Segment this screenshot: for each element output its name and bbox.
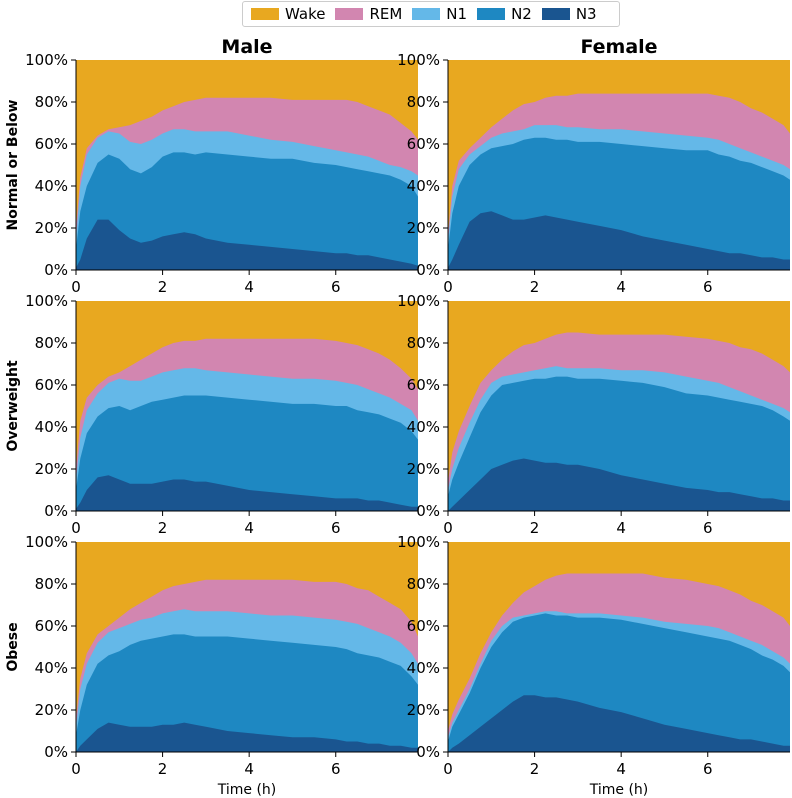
- legend-swatch-n2: [477, 8, 506, 20]
- y-tick-label: 80%: [407, 93, 440, 111]
- legend-item-rem: REM: [335, 5, 402, 23]
- y-tick-label: 80%: [407, 334, 440, 352]
- area-n3: [76, 219, 418, 270]
- y-tick-label: 0%: [44, 261, 68, 279]
- y-tick-label: 0%: [416, 502, 440, 520]
- x-axis-label: Time (h): [217, 782, 277, 798]
- x-tick-label: 6: [703, 519, 713, 537]
- x-tick-label: 2: [158, 519, 168, 537]
- x-tick-label: 0: [443, 278, 453, 296]
- x-tick-label: 4: [244, 760, 254, 778]
- y-tick-label: 20%: [407, 219, 440, 237]
- x-tick-label: 0: [71, 760, 81, 778]
- y-tick-label: 0%: [416, 743, 440, 761]
- panel-normal-or-below-female: 0% 20% 40% 60% 80% 100% 0 2 4 6: [397, 51, 790, 296]
- legend-item-n3: N3: [541, 5, 597, 23]
- area-n3: [76, 475, 418, 511]
- x-tick-label: 6: [331, 760, 341, 778]
- area-n3: [448, 211, 790, 270]
- area-n3: [448, 458, 790, 511]
- y-tick-label: 40%: [407, 418, 440, 436]
- x-tick-label: 2: [530, 519, 540, 537]
- legend-label-n3: N3: [575, 5, 597, 23]
- legend-label-n2: N2: [511, 5, 532, 23]
- x-axis-label: Time (h): [589, 782, 649, 798]
- y-tick-label: 80%: [35, 93, 68, 111]
- legend-label-wake: Wake: [285, 5, 326, 23]
- x-tick-label: 6: [331, 278, 341, 296]
- y-tick-label: 80%: [407, 575, 440, 593]
- y-tick-label: 20%: [407, 460, 440, 478]
- y-tick-label: 0%: [44, 502, 68, 520]
- y-tick-label: 20%: [35, 701, 68, 719]
- x-tick-label: 4: [616, 519, 626, 537]
- y-tick-label: 60%: [35, 135, 68, 153]
- y-tick-label: 40%: [407, 659, 440, 677]
- legend-swatch-n1: [412, 8, 441, 20]
- y-tick-label: 40%: [35, 418, 68, 436]
- x-tick-label: 6: [703, 278, 713, 296]
- y-tick-label: 60%: [407, 617, 440, 635]
- x-tick-label: 2: [158, 760, 168, 778]
- y-tick-label: 60%: [35, 376, 68, 394]
- y-tick-label: 80%: [35, 334, 68, 352]
- x-tick-label: 0: [71, 278, 81, 296]
- row-label-overweight: Overweight: [5, 360, 21, 452]
- y-tick-label: 20%: [407, 701, 440, 719]
- legend-swatch-n3: [541, 8, 570, 20]
- y-tick-label: 100%: [25, 51, 68, 69]
- y-tick-label: 60%: [407, 376, 440, 394]
- x-tick-label: 0: [443, 519, 453, 537]
- y-tick-label: 100%: [397, 292, 440, 310]
- row-label-obese: Obese: [5, 622, 21, 671]
- panel-obese-male: 0% 20% 40% 60% 80% 100% 0 2 4 6 Time (h): [25, 533, 418, 798]
- legend-item-wake: Wake: [251, 5, 325, 23]
- x-tick-label: 2: [158, 278, 168, 296]
- y-tick-label: 20%: [35, 460, 68, 478]
- x-tick-label: 0: [71, 519, 81, 537]
- column-title-female: Female: [580, 36, 657, 58]
- x-tick-label: 2: [530, 760, 540, 778]
- y-tick-label: 60%: [35, 617, 68, 635]
- panel-normal-or-below-male: 0% 20% 40% 60% 80% 100% 0 2 4 6: [25, 51, 418, 296]
- column-title-male: Male: [221, 36, 272, 58]
- legend-item-n2: N2: [477, 5, 532, 23]
- y-tick-label: 100%: [25, 292, 68, 310]
- x-tick-label: 4: [244, 519, 254, 537]
- row-label-normal-or-below: Normal or Below: [5, 100, 21, 231]
- x-tick-label: 4: [244, 278, 254, 296]
- x-tick-label: 4: [616, 760, 626, 778]
- y-tick-label: 60%: [407, 135, 440, 153]
- area-n2: [76, 634, 418, 752]
- y-tick-label: 100%: [397, 51, 440, 69]
- x-tick-label: 2: [530, 278, 540, 296]
- y-tick-label: 100%: [397, 533, 440, 551]
- area-n3: [448, 695, 790, 752]
- panel-overweight-male: 0% 20% 40% 60% 80% 100% 0 2 4 6: [25, 292, 418, 537]
- y-tick-label: 0%: [416, 261, 440, 279]
- legend-swatch-wake: [251, 8, 279, 20]
- y-tick-label: 80%: [35, 575, 68, 593]
- panel-obese-female: 0% 20% 40% 60% 80% 100% 0 2 4 6 Time (h): [397, 533, 790, 798]
- x-tick-label: 0: [443, 760, 453, 778]
- y-tick-label: 0%: [44, 743, 68, 761]
- legend-swatch-rem: [335, 8, 364, 20]
- x-tick-label: 4: [616, 278, 626, 296]
- y-tick-label: 40%: [35, 177, 68, 195]
- panel-overweight-female: 0% 20% 40% 60% 80% 100% 0 2 4 6: [397, 292, 790, 537]
- legend-label-rem: REM: [369, 5, 403, 23]
- x-tick-label: 6: [703, 760, 713, 778]
- legend-label-n1: N1: [446, 5, 468, 23]
- legend: Wake REM N1 N2 N3: [242, 1, 620, 27]
- y-tick-label: 40%: [35, 659, 68, 677]
- area-n3: [76, 722, 418, 752]
- y-tick-label: 40%: [407, 177, 440, 195]
- y-tick-label: 100%: [25, 533, 68, 551]
- x-tick-label: 6: [331, 519, 341, 537]
- legend-item-n1: N1: [412, 5, 467, 23]
- y-tick-label: 20%: [35, 219, 68, 237]
